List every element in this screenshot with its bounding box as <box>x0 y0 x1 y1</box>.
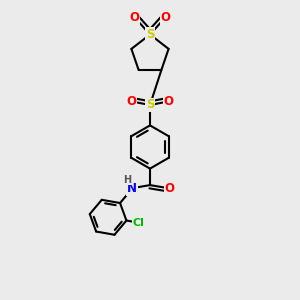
Text: S: S <box>146 28 154 41</box>
Text: S: S <box>146 98 154 112</box>
Text: O: O <box>164 95 174 108</box>
Text: N: N <box>127 182 137 195</box>
Text: O: O <box>126 95 136 108</box>
Text: O: O <box>164 182 175 195</box>
Text: O: O <box>129 11 140 24</box>
Text: H: H <box>123 175 131 185</box>
Text: Cl: Cl <box>133 218 145 228</box>
Text: O: O <box>160 11 171 24</box>
